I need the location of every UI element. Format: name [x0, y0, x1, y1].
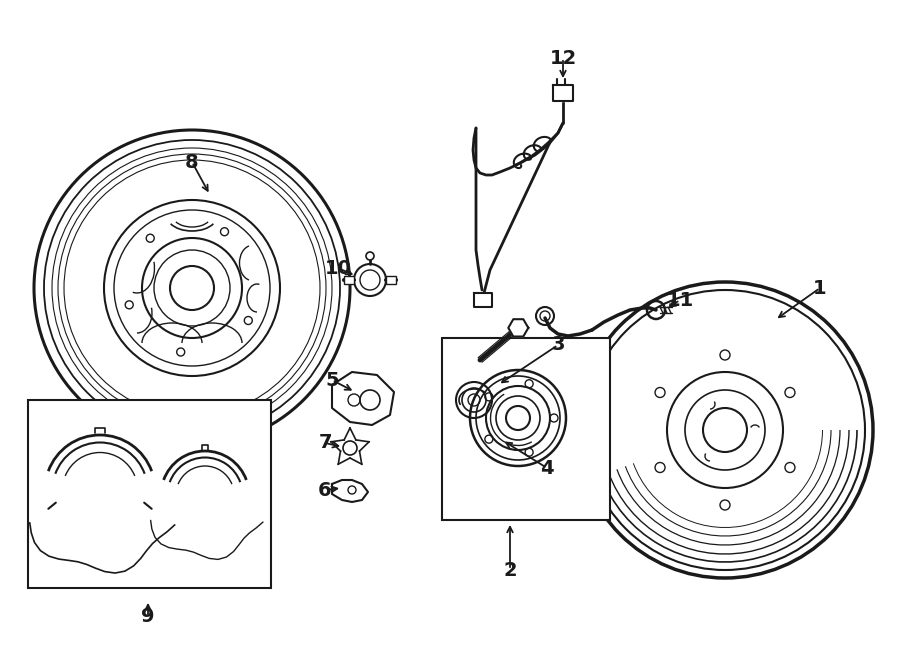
Polygon shape	[332, 480, 368, 502]
Text: 1: 1	[814, 278, 827, 297]
Bar	[28, 400, 271, 588]
Text: 3: 3	[551, 336, 565, 354]
Text: 10: 10	[325, 258, 352, 278]
Circle shape	[348, 486, 356, 494]
Text: 5: 5	[325, 371, 338, 389]
Bar	[386, 276, 396, 284]
Text: 12: 12	[549, 48, 577, 67]
Polygon shape	[332, 372, 394, 425]
Polygon shape	[553, 85, 573, 101]
Text: 11: 11	[666, 290, 694, 309]
Text: 4: 4	[540, 459, 554, 477]
Text: 6: 6	[319, 481, 332, 500]
Bar	[344, 276, 354, 284]
Text: 8: 8	[185, 153, 199, 171]
Circle shape	[343, 441, 357, 455]
Bar	[442, 338, 610, 520]
Circle shape	[366, 252, 374, 260]
Polygon shape	[474, 293, 492, 307]
Text: 2: 2	[503, 561, 517, 580]
Text: 7: 7	[319, 434, 332, 453]
Polygon shape	[508, 319, 528, 336]
Text: 9: 9	[141, 607, 155, 627]
